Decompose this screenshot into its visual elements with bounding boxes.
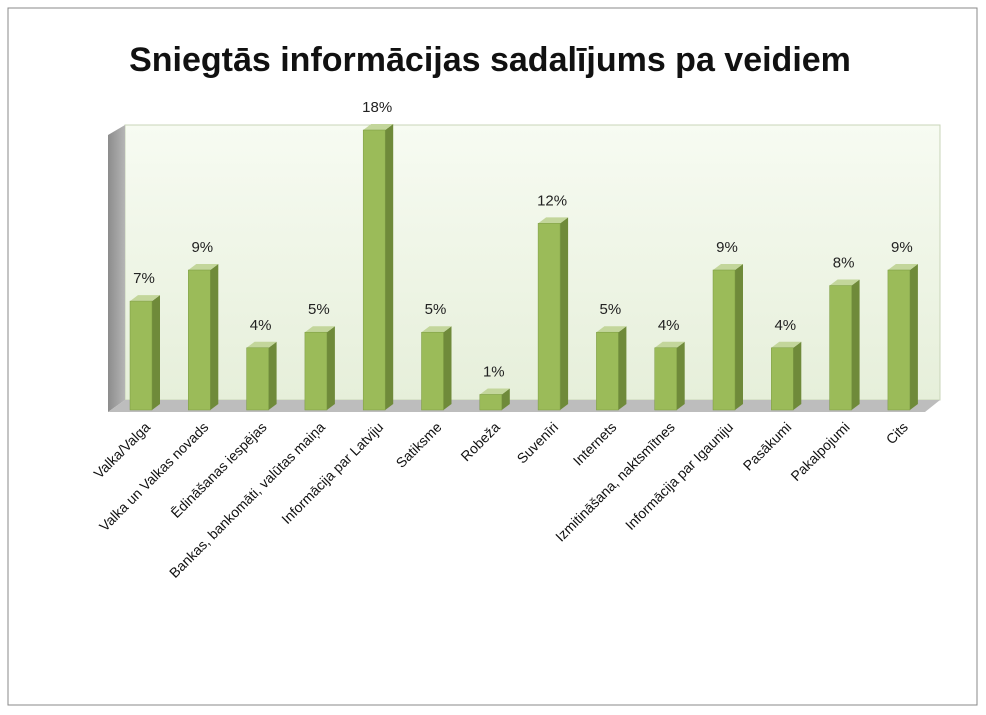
- bar-side: [326, 326, 335, 410]
- bar-side: [210, 264, 219, 410]
- value-label: 9%: [891, 239, 913, 256]
- bar-top: [188, 264, 219, 270]
- value-label: 5%: [308, 301, 330, 318]
- bar-top: [479, 388, 510, 395]
- bar: [654, 347, 677, 411]
- bar-top: [538, 217, 569, 224]
- value-label: 1%: [483, 363, 505, 380]
- bar-side: [152, 295, 160, 410]
- bar-side: [793, 341, 802, 410]
- bar: [712, 269, 736, 411]
- value-label: 8%: [833, 255, 855, 272]
- value-label: 4%: [774, 317, 796, 334]
- bar: [421, 331, 444, 411]
- bar-top: [421, 326, 452, 333]
- bar-side: [501, 388, 510, 410]
- bar-top: [363, 124, 394, 130]
- bar-top: [713, 264, 743, 270]
- value-label: 5%: [600, 301, 622, 318]
- value-label: 9%: [716, 239, 738, 256]
- bar: [596, 331, 619, 411]
- bar-side: [560, 217, 569, 410]
- bar: [537, 223, 561, 411]
- bar-side: [676, 341, 685, 410]
- bar: [479, 394, 503, 411]
- bar-top: [304, 326, 335, 333]
- bar-side: [851, 279, 860, 410]
- floor: [108, 400, 940, 412]
- value-label: 4%: [658, 317, 680, 334]
- bar: [829, 285, 852, 411]
- bar-side: [268, 341, 277, 410]
- side-wall: [108, 125, 125, 412]
- bar: [246, 347, 269, 411]
- bar-side: [618, 326, 627, 410]
- bar-top: [771, 341, 802, 348]
- bar-side: [443, 326, 452, 410]
- value-label: 12%: [537, 192, 567, 209]
- value-label: 5%: [425, 301, 447, 318]
- bar: [304, 331, 328, 411]
- bar: [771, 347, 794, 411]
- value-label: 9%: [191, 239, 213, 256]
- bar-top: [829, 279, 860, 286]
- value-label: 4%: [250, 317, 272, 334]
- bar-top: [596, 326, 627, 333]
- bar-top: [654, 341, 685, 348]
- bar-top: [130, 295, 160, 302]
- bar-side: [735, 264, 743, 410]
- value-label: 7%: [133, 270, 155, 287]
- bar-side: [385, 124, 394, 410]
- bar: [129, 300, 153, 411]
- bar-top: [246, 341, 277, 348]
- chart-title: Sniegtās informācijas sadalījums pa veid…: [129, 41, 851, 79]
- value-label: 18%: [362, 99, 392, 116]
- bar: [887, 269, 911, 411]
- bar: [188, 269, 211, 411]
- bar-side: [909, 264, 918, 410]
- bar: [362, 129, 386, 411]
- bar-top: [887, 264, 918, 270]
